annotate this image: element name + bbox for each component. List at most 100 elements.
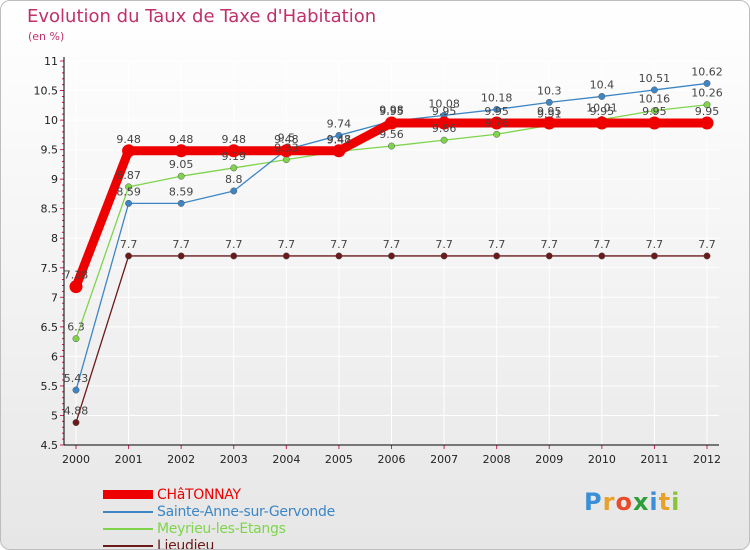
logo-letter: t: [658, 488, 672, 516]
data-point-0: [279, 144, 293, 158]
data-label: 7.7: [172, 238, 190, 251]
legend-swatch: [103, 544, 153, 547]
legend-swatch: [103, 527, 153, 530]
data-label: 9.95: [379, 105, 404, 118]
data-label: 9.95: [537, 105, 562, 118]
x-tick-label: 2003: [220, 453, 248, 466]
data-point-3: [703, 252, 711, 260]
data-point-1: [493, 105, 501, 113]
y-tick-label: 10.5: [34, 85, 59, 98]
y-tick-label: 9: [51, 173, 58, 186]
data-point-2: [388, 142, 395, 150]
y-tick-label: 6: [51, 350, 58, 363]
logo-letter: x: [632, 488, 650, 516]
chart-subtitle: (en %): [28, 30, 65, 43]
data-label: 8.8: [225, 173, 243, 186]
legend-swatch: [103, 510, 153, 513]
data-point-0: [174, 144, 188, 158]
chart-title: Evolution du Taux de Taxe d'Habitation: [27, 6, 377, 27]
data-point-2: [230, 164, 238, 172]
data-point-1: [125, 199, 133, 207]
data-point-3: [282, 252, 290, 260]
data-label: 6.3: [67, 321, 85, 334]
data-point-1: [650, 86, 658, 94]
data-label: 10.18: [481, 91, 513, 104]
data-label: 8.59: [116, 185, 141, 198]
data-label: 7.7: [225, 238, 243, 251]
data-label: 7.7: [330, 238, 348, 251]
data-label: 9.66: [432, 122, 457, 135]
data-label: 10.62: [691, 65, 723, 78]
data-label: 7.7: [698, 238, 716, 251]
x-tick-label: 2002: [167, 453, 195, 466]
y-tick-label: 5.5: [41, 380, 59, 393]
data-label: 9.48: [327, 133, 352, 146]
data-label: 9.48: [169, 133, 194, 146]
legend-label: Meyrieu-les-Etangs: [157, 520, 286, 537]
data-label: 7.7: [488, 238, 506, 251]
x-tick-label: 2004: [272, 453, 300, 466]
data-label: 7.7: [120, 238, 138, 251]
data-label: 7.7: [435, 238, 453, 251]
data-label: 7.7: [541, 238, 559, 251]
data-label: 9.56: [379, 128, 404, 141]
data-label: 10.16: [639, 93, 671, 106]
legend-label: CHâTONNAY: [157, 486, 241, 503]
data-label: 10.08: [428, 97, 460, 110]
x-tick-label: 2001: [115, 453, 143, 466]
data-label: 9.91: [537, 107, 562, 120]
data-point-3: [335, 252, 343, 260]
data-point-2: [650, 107, 658, 115]
data-point-0: [700, 116, 714, 130]
logo-letter: i: [649, 488, 659, 516]
data-point-1: [703, 79, 711, 87]
y-tick-label: 4.5: [41, 439, 59, 452]
data-label: 10.51: [639, 72, 671, 85]
data-label: 9.47: [327, 133, 352, 146]
legend-swatch: [103, 490, 153, 499]
y-tick-label: 11: [44, 55, 58, 68]
logo-letter: P: [584, 488, 603, 516]
legend-label: Lieudieu: [157, 537, 215, 550]
data-point-0: [542, 116, 556, 130]
data-point-0: [332, 144, 346, 158]
data-point-3: [650, 252, 658, 260]
logo-letter: r: [602, 488, 616, 516]
legend-item: Lieudieu: [103, 537, 335, 550]
data-point-2: [493, 130, 501, 138]
data-point-2: [282, 156, 290, 164]
data-point-3: [125, 252, 133, 260]
x-tick-label: 2009: [535, 453, 563, 466]
data-label: 10.01: [586, 101, 618, 114]
data-label: 10.26: [691, 87, 723, 100]
data-label: 9.5: [278, 132, 296, 145]
chart-legend: CHâTONNAY Sainte-Anne-sur-Gervonde Meyrieu…: [103, 486, 335, 550]
data-label: 9.19: [222, 150, 247, 163]
data-point-3: [440, 252, 448, 260]
logo-letter: o: [615, 488, 633, 516]
data-label: 9.95: [484, 105, 509, 118]
y-tick-label: 9.5: [41, 144, 59, 157]
legend-item: Sainte-Anne-sur-Gervonde: [103, 503, 335, 520]
legend-item: Meyrieu-les-Etangs: [103, 520, 335, 537]
data-label: 5.43: [64, 372, 89, 385]
data-point-2: [72, 335, 80, 343]
data-label: 7.7: [278, 238, 296, 251]
data-point-1: [177, 199, 185, 207]
data-point-2: [703, 101, 711, 109]
data-label: 8.59: [169, 185, 194, 198]
data-point-0: [490, 116, 504, 130]
data-point-0: [437, 116, 451, 130]
data-label: 10.4: [590, 78, 615, 91]
logo-letter: i: [671, 488, 681, 516]
data-point-3: [230, 252, 238, 260]
legend-label: Sainte-Anne-sur-Gervonde: [157, 503, 335, 520]
data-point-1: [598, 92, 606, 100]
data-label: 10.3: [537, 84, 562, 97]
data-point-3: [493, 252, 501, 260]
x-tick-label: 2008: [483, 453, 511, 466]
data-point-1: [335, 131, 343, 139]
data-label: 7.7: [593, 238, 611, 251]
data-point-0: [69, 280, 83, 294]
